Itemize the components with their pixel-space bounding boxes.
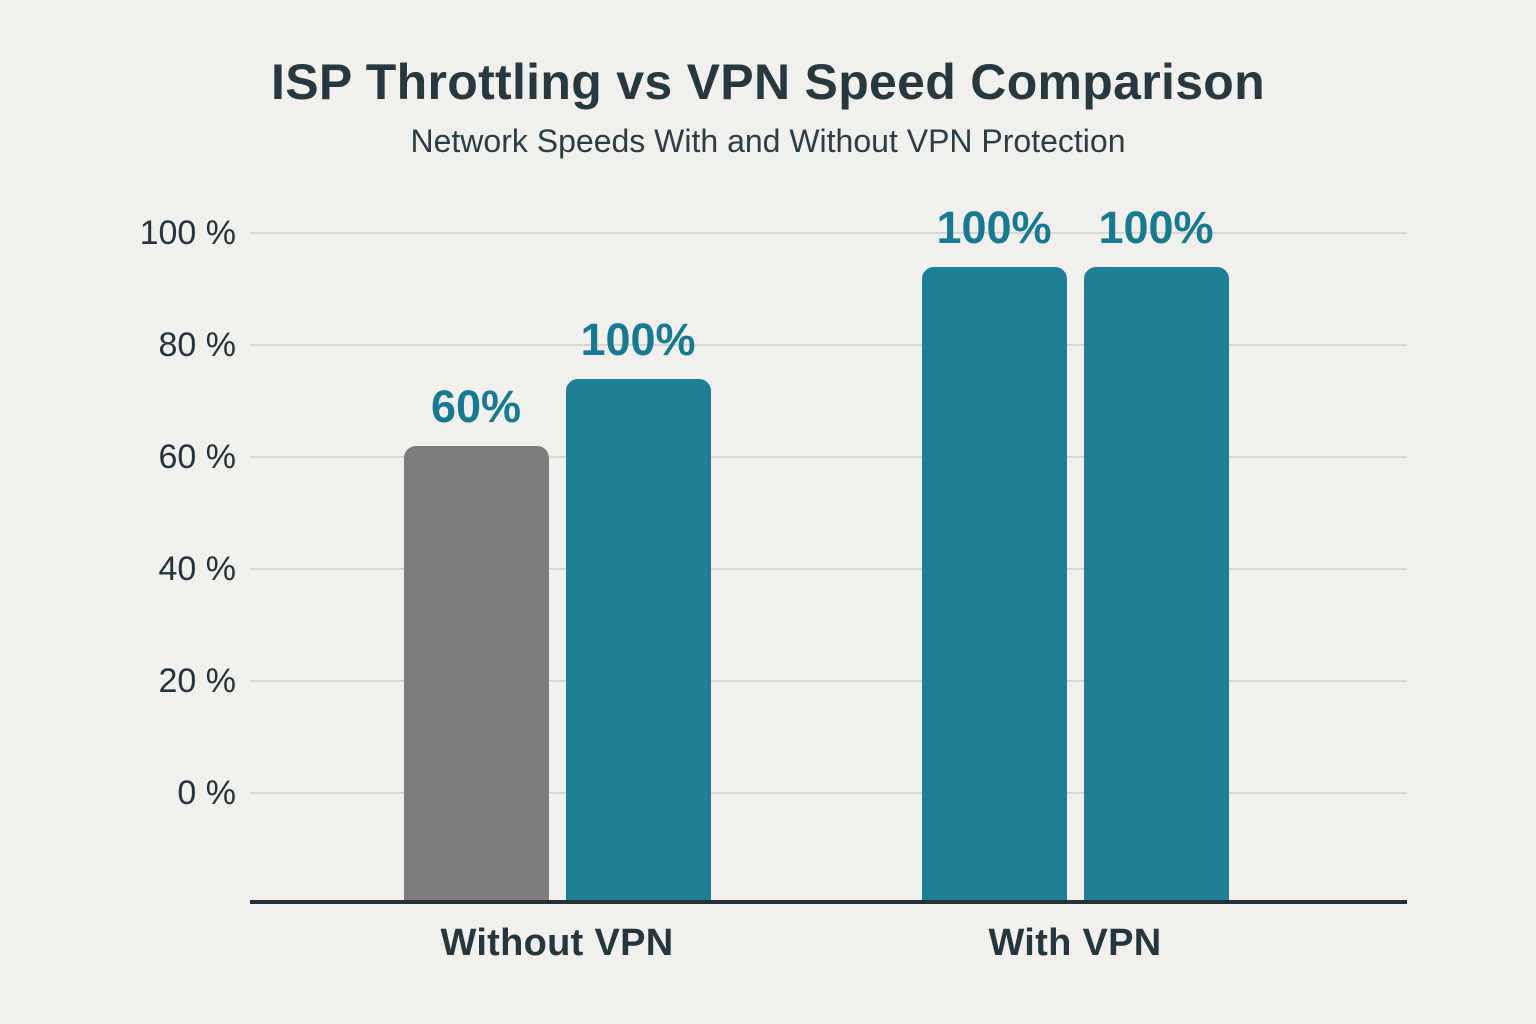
gridline-0 xyxy=(250,792,1407,794)
gridline-20 xyxy=(250,680,1407,682)
value-label-without-vpn-bar-2: 100% xyxy=(580,313,696,365)
gridline-60 xyxy=(250,456,1407,458)
y-tick-label-20: 20 % xyxy=(158,662,237,700)
x-axis-line xyxy=(250,900,1407,904)
y-tick-label-40: 40 % xyxy=(158,550,237,588)
value-label-with-vpn-bar-2: 100% xyxy=(1098,201,1214,253)
y-tick-label-80: 80 % xyxy=(158,326,237,364)
bar-without-vpn-bar-1 xyxy=(403,445,549,903)
x-axis-label-with-vpn: With VPN xyxy=(988,922,1162,964)
gridline-100 xyxy=(250,232,1407,234)
y-tick-label-0: 0 % xyxy=(177,774,236,812)
y-tick-label-60: 60 % xyxy=(158,438,237,476)
chart-title: ISP Throttling vs VPN Speed Comparison xyxy=(271,54,1265,110)
chart-subtitle: Network Speeds With and Without VPN Prot… xyxy=(410,123,1126,159)
bar-with-vpn-bar-1 xyxy=(921,266,1067,903)
y-tick-label-100: 100 % xyxy=(139,214,236,252)
bar-with-vpn-bar-2 xyxy=(1083,266,1229,903)
gridline-40 xyxy=(250,568,1407,570)
value-label-without-vpn-bar-1: 60% xyxy=(430,380,522,432)
value-label-with-vpn-bar-1: 100% xyxy=(936,201,1052,253)
gridline-80 xyxy=(250,344,1407,346)
x-axis-label-without-vpn: Without VPN xyxy=(440,922,674,964)
bar-without-vpn-bar-2 xyxy=(565,378,711,903)
